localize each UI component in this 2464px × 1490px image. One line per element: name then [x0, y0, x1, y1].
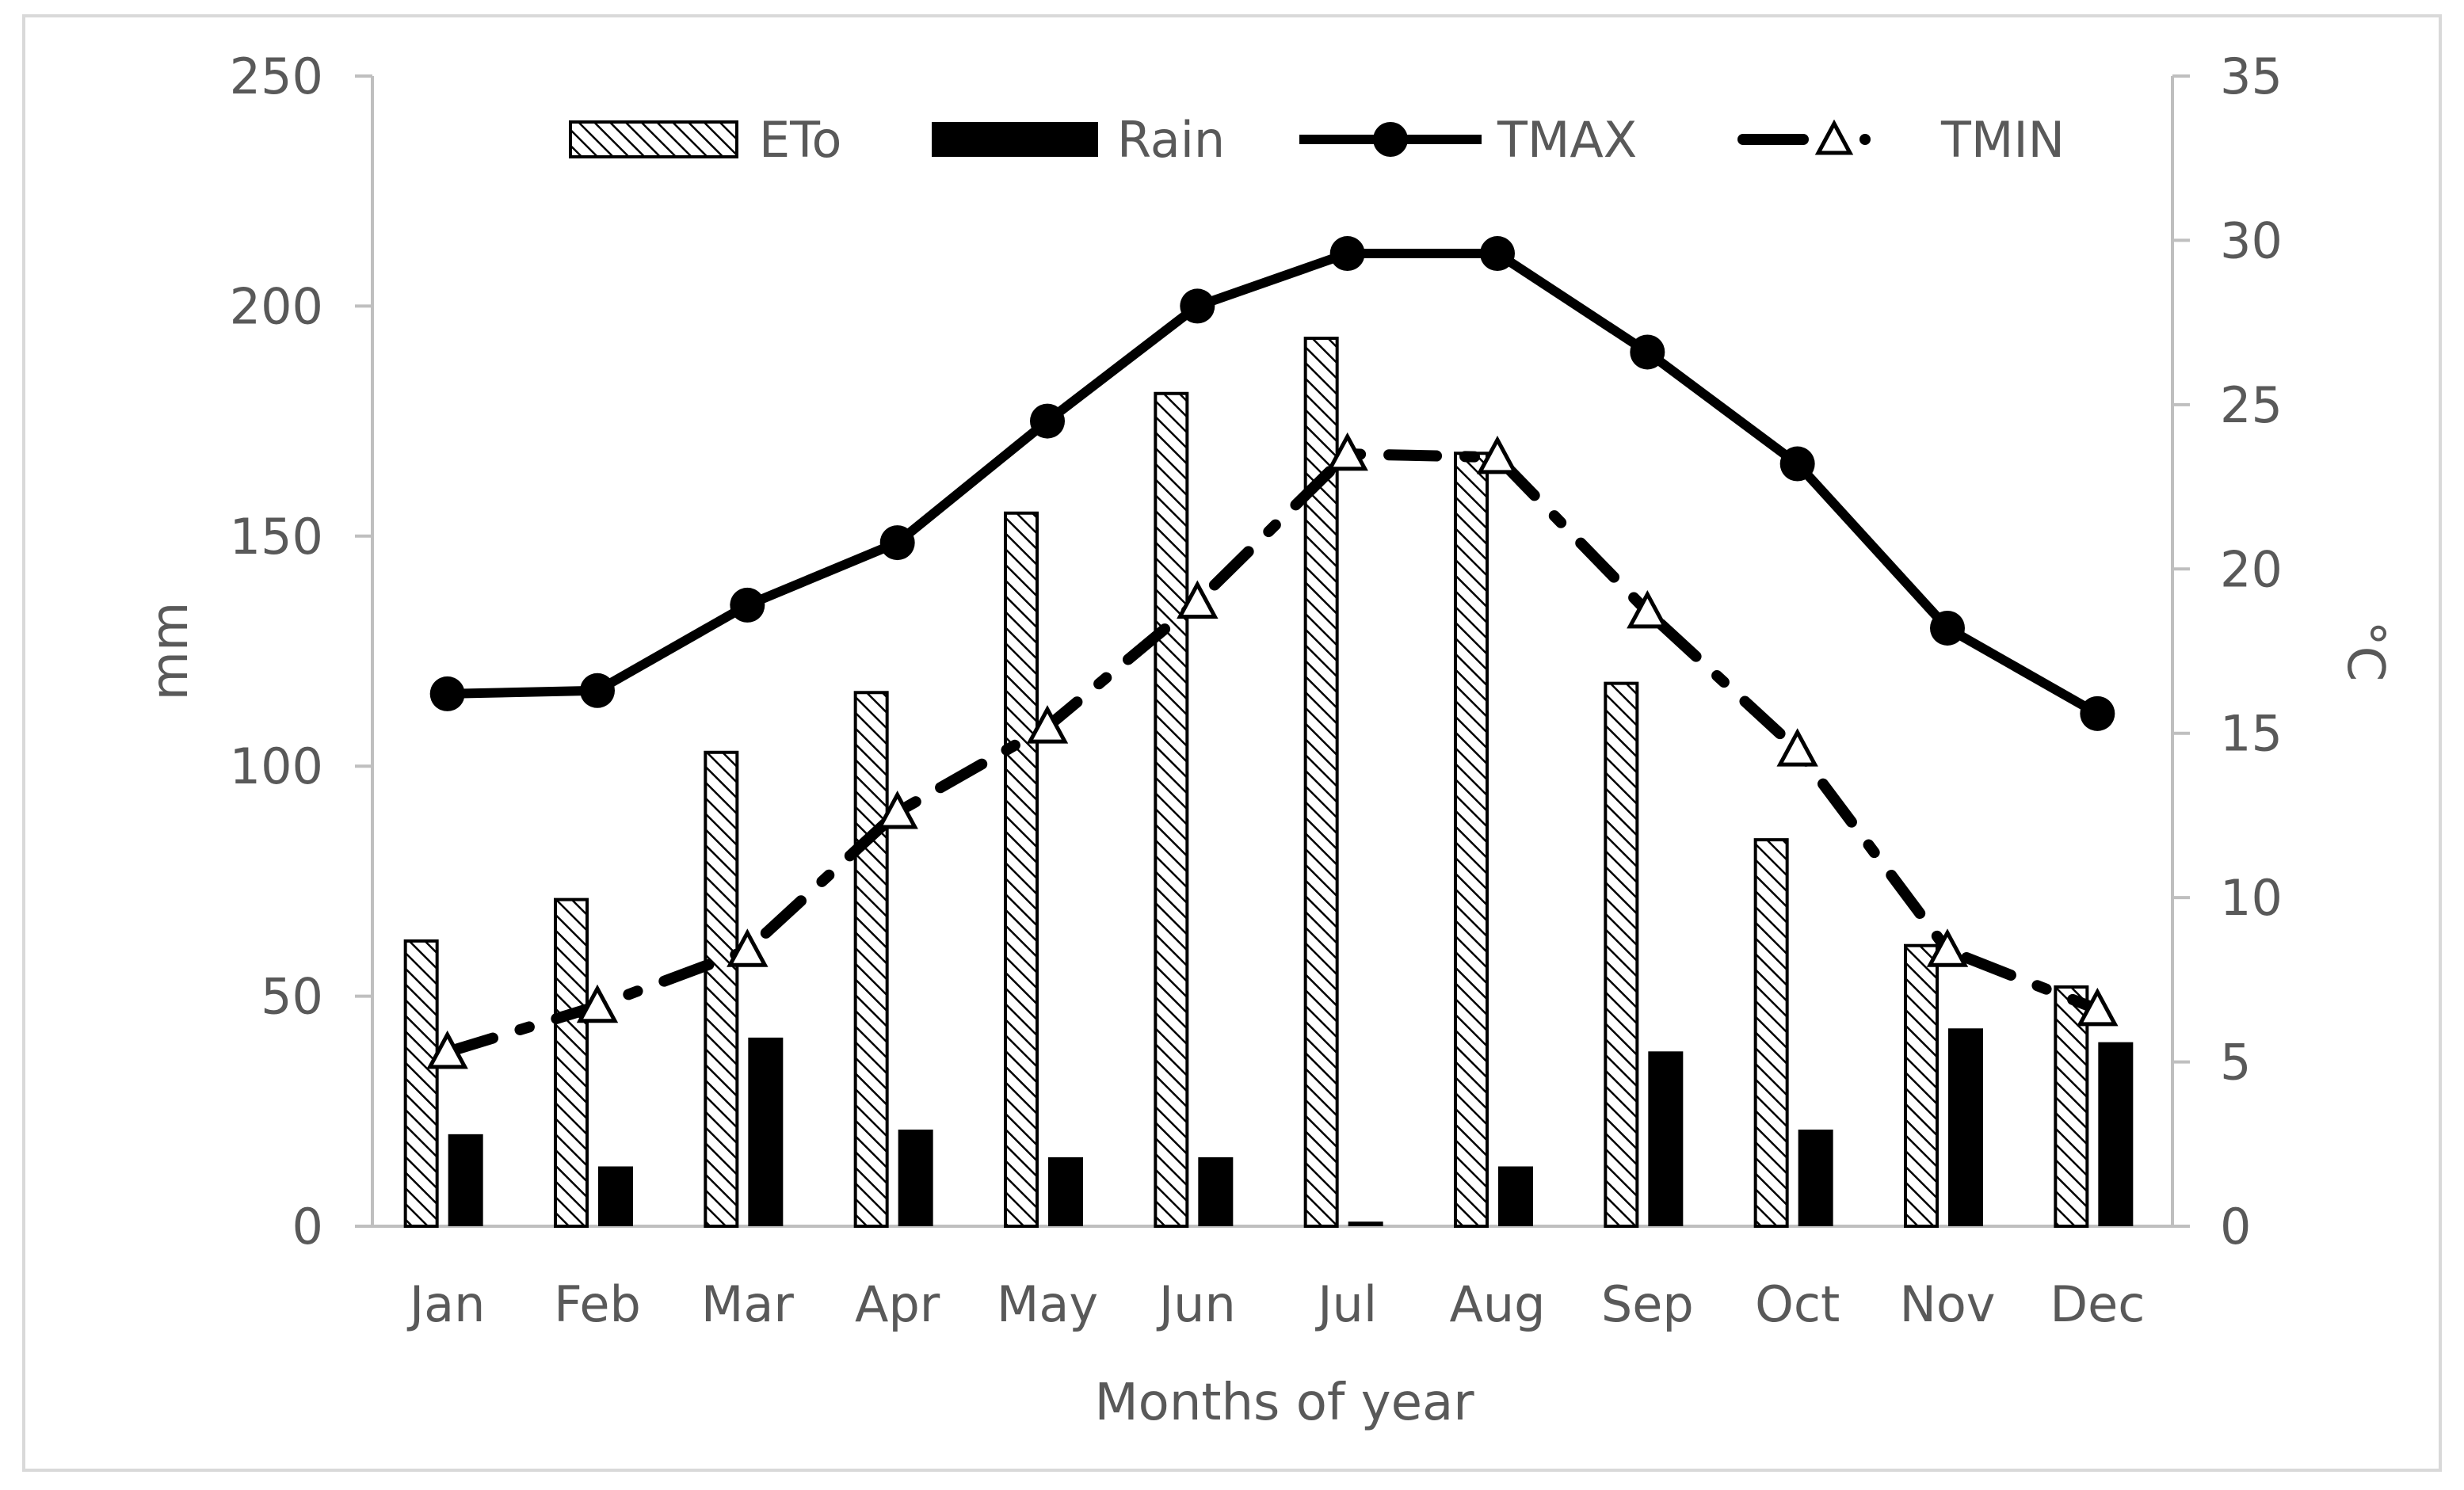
- tmin-point: [1627, 589, 1669, 629]
- tmin-point: [1177, 580, 1219, 619]
- tmin-point: [1926, 928, 1969, 967]
- tmax-point: [879, 525, 915, 561]
- tmax-point: [1930, 610, 1965, 646]
- chart-frame: [22, 14, 2442, 1472]
- eto-bar: [2054, 985, 2089, 1228]
- rain-bar: [1048, 1157, 1083, 1226]
- legend-tmin-marker: [1814, 119, 1854, 155]
- left-tick-label: 150: [230, 508, 323, 566]
- tmax-point: [1180, 288, 1215, 324]
- right-tick-label: 20: [2220, 540, 2283, 598]
- eto-bar: [1604, 681, 1639, 1228]
- legend-tmax-label: TMAX: [1497, 111, 1637, 169]
- legend-rain-label: Rain: [1117, 111, 1225, 169]
- x-tick-label: Mar: [701, 1275, 794, 1333]
- rain-bar: [598, 1166, 633, 1226]
- x-tick-label: Aug: [1449, 1275, 1545, 1333]
- eto-bar: [554, 897, 589, 1228]
- legend-eto-label: ETo: [759, 111, 841, 169]
- rain-bar: [448, 1134, 483, 1226]
- lines: [426, 236, 2119, 1069]
- tmax-point: [429, 676, 465, 711]
- x-tick-label: Oct: [1755, 1275, 1840, 1333]
- x-tick-label: Jan: [406, 1275, 486, 1333]
- tmin-point: [1026, 705, 1069, 744]
- x-tick-label: Sep: [1601, 1275, 1694, 1333]
- right-axis-title: °C: [2336, 621, 2394, 682]
- eto-bar: [1753, 838, 1789, 1229]
- eto-bar: [403, 939, 439, 1229]
- tmax-point: [1630, 334, 1665, 370]
- tmin-point: [1776, 728, 1818, 767]
- left-tick-label: 100: [230, 737, 323, 795]
- legend-tmax-marker: [1373, 122, 1408, 157]
- rain-bar: [1798, 1130, 1833, 1226]
- x-tick-label: Dec: [2050, 1275, 2145, 1333]
- right-tick-label: 25: [2220, 376, 2283, 434]
- legend-tmin-label: TMIN: [1940, 111, 2065, 169]
- tmax-point: [1030, 403, 1065, 439]
- right-tick-label: 30: [2220, 211, 2283, 269]
- tmax-line: [447, 249, 2100, 718]
- bars: [403, 337, 2134, 1229]
- eto-bar: [1904, 943, 1939, 1229]
- x-tick-label: Nov: [1899, 1275, 1995, 1333]
- right-tick-label: 5: [2220, 1034, 2251, 1092]
- x-tick-label: Jun: [1156, 1275, 1236, 1333]
- tmin-point: [2077, 987, 2119, 1027]
- rain-bar: [2098, 1042, 2134, 1226]
- right-tick-label: 0: [2220, 1198, 2251, 1256]
- left-tick-label: 250: [230, 48, 323, 105]
- tmax-point: [1779, 446, 1815, 482]
- left-tick-label: 200: [230, 277, 323, 335]
- eto-bar: [1454, 452, 1489, 1228]
- rain-bar: [898, 1130, 933, 1226]
- tmax-point: [1329, 236, 1365, 272]
- tmin-line: [441, 448, 2104, 1058]
- legend-tmin-dot: [1859, 134, 1871, 145]
- eto-bar: [704, 750, 739, 1228]
- tmax-point: [730, 587, 765, 623]
- right-tick-label: 10: [2220, 869, 2283, 927]
- tmin-point: [1476, 435, 1519, 474]
- legend-eto-swatch: [569, 120, 738, 158]
- x-tick-label: Apr: [855, 1275, 940, 1333]
- x-tick-label: Jul: [1314, 1275, 1377, 1333]
- tmin-point: [1326, 432, 1368, 471]
- tmin-point: [576, 984, 619, 1023]
- tmin-point: [727, 928, 769, 967]
- eto-bar: [853, 691, 889, 1228]
- tmin-point: [426, 1030, 468, 1069]
- right-tick-label: 35: [2220, 48, 2283, 105]
- x-tick-label: May: [997, 1275, 1098, 1333]
- tmax-point: [2080, 695, 2115, 731]
- eto-bar: [1154, 391, 1189, 1229]
- rain-bar: [1498, 1166, 1533, 1226]
- axes: 0 50 100 150 200 250 0 5 10 15 20 25 30 35 Jan Feb Mar Ap…: [230, 48, 2283, 1333]
- rain-bar: [748, 1037, 784, 1226]
- eto-bar: [1004, 511, 1039, 1228]
- rain-bar: [1648, 1051, 1684, 1226]
- left-tick-label: 50: [261, 968, 323, 1026]
- legend: ETo Rain TMAX TMIN: [569, 111, 2065, 169]
- left-tick-label: 0: [292, 1198, 323, 1256]
- rain-bar: [1198, 1157, 1234, 1226]
- right-tick-label: 15: [2220, 705, 2283, 763]
- x-tick-label: Feb: [554, 1275, 641, 1333]
- tmax-point: [580, 673, 615, 708]
- left-axis-title: mm: [141, 602, 200, 701]
- tmin-point: [876, 791, 918, 829]
- tmax-point: [1480, 236, 1515, 272]
- legend-rain-swatch: [932, 122, 1098, 157]
- rain-bar: [1348, 1221, 1383, 1226]
- rain-bar: [1948, 1028, 1983, 1226]
- x-axis-title: Months of year: [1094, 1374, 1474, 1432]
